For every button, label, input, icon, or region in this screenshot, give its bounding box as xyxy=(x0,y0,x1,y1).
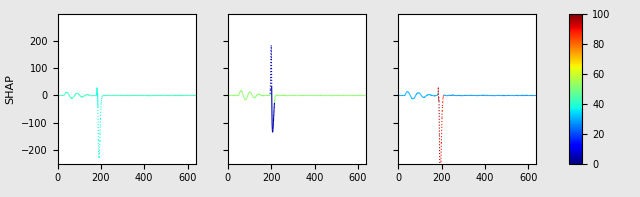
Y-axis label: SHAP: SHAP xyxy=(6,74,16,104)
